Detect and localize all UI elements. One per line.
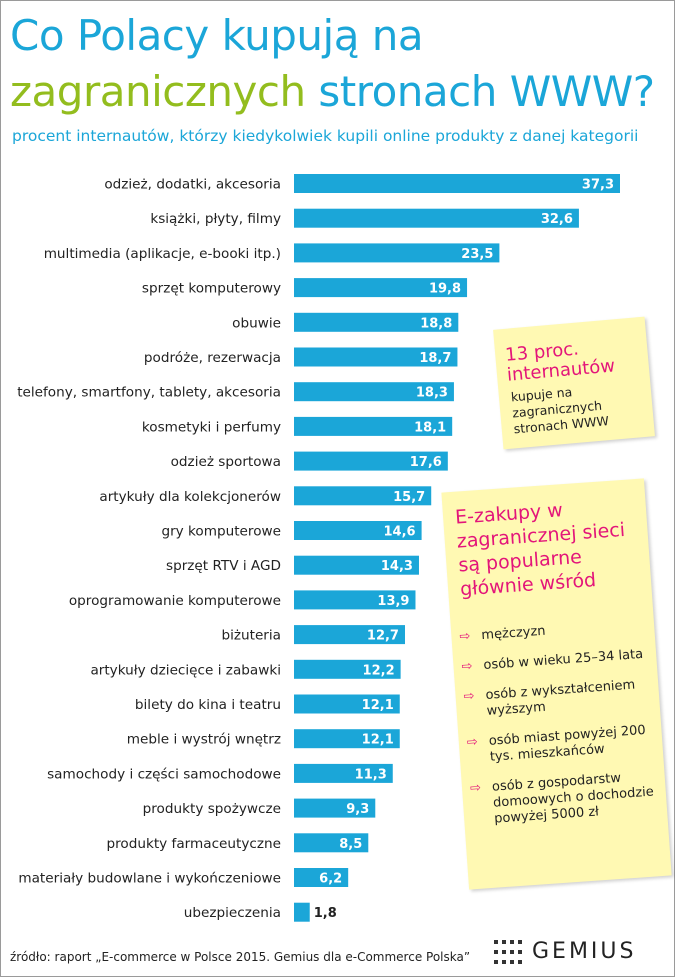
bar — [294, 451, 448, 471]
category-label: telefony, smartfony, tablety, akcesoria — [17, 385, 281, 401]
bar-chart: odzież, dodatki, akcesoria 37,3 książki, p… — [17, 174, 620, 922]
category-label: książki, płyty, filmy — [150, 211, 281, 227]
logo-dots-icon — [494, 940, 522, 964]
category-label: oprogramowanie komputerowe — [69, 593, 281, 609]
category-label: odzież sportowa — [171, 454, 281, 470]
value-label: 12,1 — [362, 698, 394, 713]
title-highlight: zagranicznych — [10, 67, 306, 116]
source-note: źródło: raport „E-commerce w Polsce 2015… — [10, 950, 471, 964]
page-title-line2: zagranicznych stronach WWW? — [10, 68, 655, 116]
bar — [294, 278, 468, 298]
value-label: 32,6 — [541, 212, 573, 227]
title-rest: stronach WWW? — [305, 67, 655, 116]
value-label: 18,1 — [414, 420, 446, 435]
bar — [294, 486, 432, 506]
category-label: artykuły dziecięce i zabawki — [90, 662, 281, 678]
gemius-logo: GEMIUS — [494, 938, 662, 966]
bar — [294, 590, 416, 610]
sticky-note-demographics: E-zakupy w zagranicznej sieci są popular… — [441, 478, 672, 890]
value-label: 6,2 — [319, 872, 342, 887]
category-label: materiały budowlane i wykończeniowe — [18, 871, 281, 887]
bar — [294, 555, 419, 575]
bar — [294, 208, 579, 228]
note-stat-headline: 13 proc. internautów — [504, 338, 616, 386]
value-label: 14,3 — [381, 559, 413, 574]
arrow-right-icon: ⇨ — [463, 688, 476, 705]
category-label: meble i wystrój wnętrz — [127, 732, 281, 748]
value-label: 23,5 — [461, 247, 493, 262]
category-label: odzież, dodatki, akcesoria — [104, 177, 281, 193]
note-demographics-headline: E-zakupy w zagranicznej sieci są popular… — [454, 499, 626, 601]
value-label: 37,3 — [582, 178, 614, 193]
list-item: ⇨ osób z wykształceniem wyższym — [463, 677, 636, 719]
bar — [294, 833, 369, 853]
category-label: sprzęt komputerowy — [142, 281, 281, 297]
category-label: produkty spożywcze — [143, 801, 281, 817]
demographics-list: ⇨ mężczyzn ⇨ osób w wieku 25–34 lata ⇨ osób… — [459, 616, 665, 843]
value-label: 18,3 — [416, 386, 448, 401]
value-label: 15,7 — [393, 490, 425, 505]
value-label: 12,1 — [362, 733, 394, 748]
value-label: 17,6 — [410, 455, 442, 470]
bar — [294, 868, 349, 887]
value-label: 12,2 — [363, 663, 395, 678]
bar — [294, 659, 401, 679]
list-item: ⇨ osób w wieku 25–34 lata — [461, 646, 644, 675]
list-item: ⇨ osób miast powyżej 200 tys. mieszkańców — [466, 722, 647, 765]
bar — [294, 174, 620, 193]
bar — [294, 729, 400, 749]
value-label: 19,8 — [429, 282, 461, 297]
bar — [294, 625, 405, 645]
category-label: obuwie — [232, 315, 281, 331]
value-label: 18,7 — [419, 351, 451, 366]
arrow-right-icon: ⇨ — [469, 780, 482, 797]
bar — [294, 312, 459, 332]
bar — [294, 243, 500, 263]
bar — [294, 416, 453, 436]
logo-text: GEMIUS — [532, 939, 637, 964]
note-stat-body: kupuje na zagranicznych stronach WWW — [510, 384, 610, 437]
category-label: biżuteria — [221, 628, 281, 644]
value-label: 18,8 — [420, 316, 452, 331]
arrow-right-icon: ⇨ — [461, 658, 473, 675]
bar — [294, 798, 376, 818]
page-title-line1: Co Polacy kupują na — [10, 11, 424, 60]
bar — [294, 694, 400, 714]
list-item: ⇨ mężczyzn — [458, 623, 547, 645]
arrow-right-icon: ⇨ — [458, 628, 471, 645]
bar — [294, 347, 458, 367]
bar — [294, 763, 393, 783]
category-label: kosmetyki i perfumy — [142, 419, 281, 435]
category-label: sprzęt RTV i AGD — [166, 558, 281, 574]
category-label: gry komputerowe — [161, 524, 281, 540]
category-label: samochody i części samochodowe — [47, 766, 281, 782]
sticky-note-stat: 13 proc. internautów kupuje na zagranicz… — [493, 316, 655, 450]
bar — [294, 902, 310, 922]
category-label: multimedia (aplikacje, e-booki itp.) — [44, 246, 281, 262]
category-label: ubezpieczenia — [184, 905, 281, 921]
value-label: 9,3 — [346, 802, 369, 817]
value-label: 14,6 — [384, 525, 416, 540]
category-label: artykuły dla kolekcjonerów — [99, 489, 281, 505]
value-label: 1,8 — [314, 906, 337, 921]
value-label: 13,9 — [377, 594, 409, 609]
category-label: produkty farmaceutyczne — [106, 836, 281, 852]
chart-subtitle: procent internautów, którzy kiedykolwiek… — [12, 127, 639, 145]
value-label: 8,5 — [339, 837, 362, 852]
bar — [294, 382, 454, 402]
bar — [294, 521, 422, 540]
value-label: 12,7 — [367, 629, 399, 644]
list-item: ⇨ osób z gospodarstw domoowych o dochodzi… — [469, 770, 655, 827]
category-label: podróże, rezerwacja — [144, 350, 281, 366]
value-label: 11,3 — [355, 767, 387, 782]
category-label: bilety do kina i teatru — [135, 697, 281, 713]
arrow-right-icon: ⇨ — [466, 734, 479, 751]
